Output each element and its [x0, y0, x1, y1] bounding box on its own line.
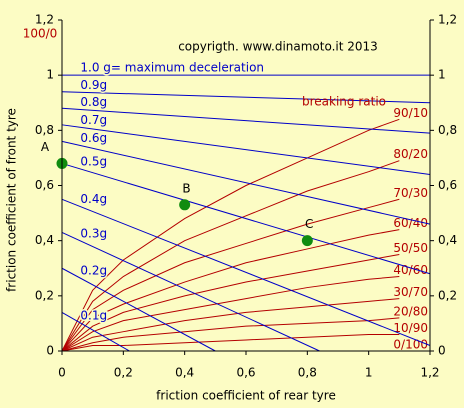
deceleration-label: 0.9g [80, 78, 107, 92]
x-tick-label: 1,2 [420, 366, 439, 380]
deceleration-label: 0.2g [80, 264, 107, 278]
deceleration-label: 0.8g [80, 95, 107, 109]
y-tick-label: 0,2 [35, 288, 54, 302]
ratio-label: 90/10 [393, 106, 428, 120]
ratio-label: 30/70 [393, 285, 428, 299]
point-label: B [182, 181, 190, 195]
x-axis-label: friction coefficient of rear tyre [156, 389, 336, 403]
point-label: C [305, 217, 313, 231]
deceleration-line [61, 231, 320, 352]
ratio-label: 60/40 [393, 216, 428, 230]
ratio-curve [61, 198, 400, 352]
x-tick-label: 0,8 [298, 366, 317, 380]
y-tick-label: 0,6 [35, 178, 54, 192]
y-tick-label: 0 [46, 344, 54, 358]
deceleration-line [61, 91, 431, 104]
deceleration-label: 0.3g [80, 226, 107, 240]
ratio-curve [61, 333, 400, 352]
deceleration-line [61, 107, 431, 134]
ratio-label: 20/80 [393, 304, 428, 318]
deceleration-line [61, 162, 431, 275]
deceleration-label: 0.7g [80, 113, 107, 127]
deceleration-label: 0.6g [80, 131, 107, 145]
x-tick-label: 1 [365, 366, 373, 380]
ratio-label: 40/60 [393, 263, 428, 277]
y2-tick-label: 0,4 [438, 233, 457, 247]
ratio-curve [61, 160, 400, 352]
deceleration-line [61, 124, 431, 175]
deceleration-line [61, 311, 130, 352]
deceleration-line [61, 267, 216, 352]
deceleration-label: 0.4g [80, 192, 107, 206]
y-tick-label: 1 [46, 68, 54, 82]
ratio-curve [61, 276, 400, 352]
x-tick-label: 0,2 [114, 366, 133, 380]
ratio-curve [61, 253, 400, 352]
ratio-curve [61, 317, 400, 352]
point-label: A [41, 140, 50, 154]
ratio-label: 100/0 [23, 27, 58, 41]
operating-point [179, 199, 191, 211]
y2-tick-label: 0,2 [438, 288, 457, 302]
ratio-label: 10/90 [393, 321, 428, 335]
y-axis-label: friction coefficient of front tyre [5, 108, 19, 292]
ratio-label: 70/30 [393, 186, 428, 200]
ratio-curve [61, 229, 400, 352]
ratio-label: 50/50 [393, 241, 428, 255]
deceleration-line [61, 140, 431, 225]
operating-point [301, 235, 313, 247]
x-tick-label: 0,4 [175, 366, 194, 380]
y2-tick-label: 0,6 [438, 178, 457, 192]
y-tick-label: 0,8 [35, 123, 54, 137]
ratio-title: breaking ratio [302, 95, 386, 109]
ratio-curve [61, 298, 400, 352]
y2-tick-label: 0,8 [438, 123, 457, 137]
y-tick-label: 1,2 [35, 13, 54, 27]
deceleration-label: 0.5g [80, 154, 107, 168]
deceleration-label: 1.0 g= maximum deceleration [80, 61, 264, 75]
deceleration-label: 0.1g [80, 308, 107, 322]
deceleration-line [61, 198, 431, 346]
y-tick-label: 0,4 [35, 233, 54, 247]
ratio-label: 0/100 [393, 338, 428, 352]
x-tick-label: 0,6 [236, 366, 255, 380]
ratio-label: 80/20 [393, 147, 428, 161]
y2-tick-label: 1,2 [438, 13, 457, 27]
chart-title: copyrigth. www.dinamoto.it 2013 [178, 40, 378, 54]
ratio-curve [61, 118, 400, 352]
x-tick-label: 0 [58, 366, 66, 380]
y2-tick-label: 0 [438, 344, 446, 358]
y2-tick-label: 1 [438, 68, 446, 82]
